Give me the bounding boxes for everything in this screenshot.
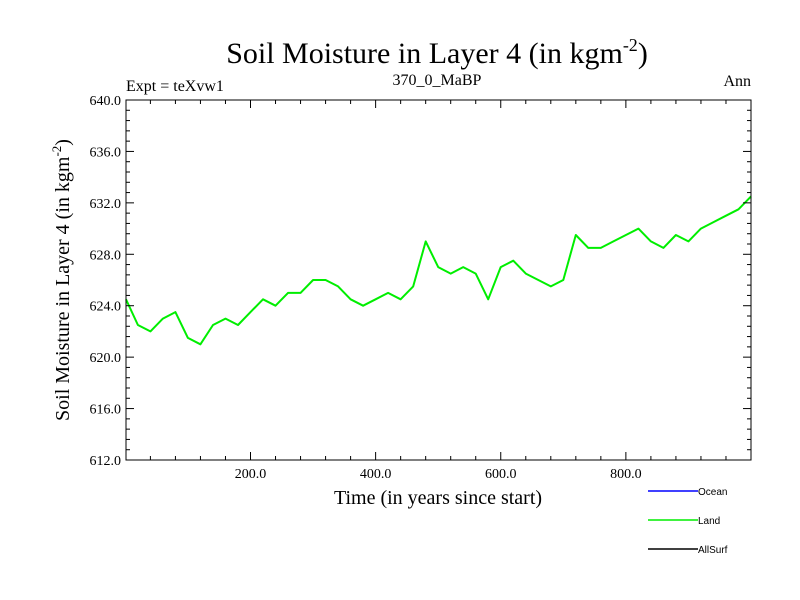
y-tick-label: 612.0: [90, 454, 122, 469]
y-tick-label: 624.0: [90, 300, 122, 315]
x-axis: 200.0 400.0 600.0 800.0: [149, 100, 727, 482]
chart-title: Soil Moisture in Layer 4 (in kgm-2): [226, 35, 648, 70]
x-tick-label: 800.0: [610, 467, 642, 482]
chart-title-superscript: -2: [623, 35, 638, 55]
x-tick-label: 200.0: [235, 467, 267, 482]
series-layer: [125, 195, 752, 346]
y-tick-label: 636.0: [90, 145, 122, 160]
x-axis-label: Time (in years since start): [334, 487, 542, 509]
series-line-land: [125, 195, 752, 346]
y-axis-label-superscript: -2: [49, 146, 64, 157]
experiment-label: Expt = teXvw1: [126, 78, 224, 95]
run-label: 370_0_MaBP: [393, 72, 482, 89]
x-tick-label: 600.0: [485, 467, 517, 482]
y-axis-label: Soil Moisture in Layer 4 (in kgm-2): [49, 139, 74, 421]
y-tick-label: 640.0: [90, 94, 122, 109]
x-tick-label: 400.0: [360, 467, 392, 482]
y-tick-label: 620.0: [90, 351, 122, 366]
legend-label-ocean: Ocean: [698, 487, 727, 498]
season-label: Ann: [723, 73, 751, 90]
y-tick-label: 628.0: [90, 248, 122, 263]
y-tick-label: 632.0: [90, 197, 122, 212]
y-axis: 612.0 616.0 620.0 624.0 628.0 632.0 636.0 640.0: [90, 94, 751, 469]
legend-label-land: Land: [698, 516, 720, 527]
plot-frame: [125, 99, 752, 461]
y-tick-label: 616.0: [90, 403, 122, 418]
legend-label-allsurf: AllSurf: [698, 545, 728, 556]
legend: Ocean Land AllSurf: [648, 487, 728, 556]
